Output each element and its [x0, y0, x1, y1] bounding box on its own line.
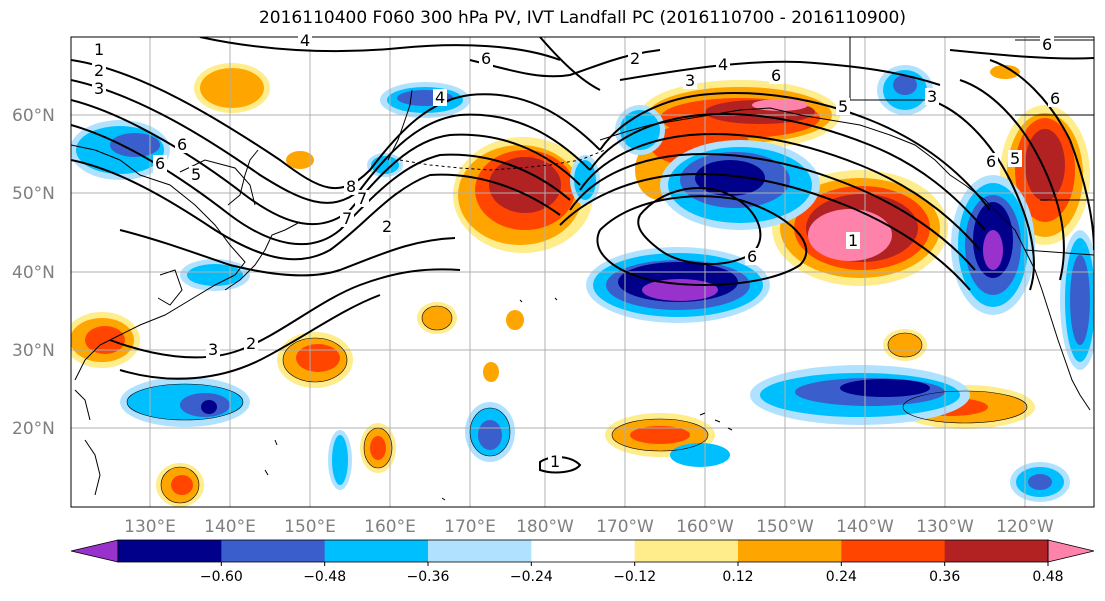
colorbar-tick-label: 0.12	[722, 569, 753, 585]
lat-label: 40°N	[12, 263, 55, 283]
contour-label: 5	[838, 97, 848, 116]
contour-label: 2	[246, 334, 256, 353]
lon-label: 150°E	[284, 517, 336, 537]
lat-label: 50°N	[12, 184, 55, 204]
colorbar-bin	[634, 540, 739, 562]
contour-label: 7	[357, 189, 367, 208]
contour-label: 4	[435, 88, 445, 107]
contour-label: 2	[630, 49, 640, 68]
figure-title: 2016110400 F060 300 hPa PV, IVT Landfall…	[258, 8, 906, 28]
lon-label: 120°W	[996, 517, 1054, 537]
colorbar-bin	[531, 540, 636, 562]
map-frame	[70, 36, 1095, 508]
contour-label: 8	[346, 177, 356, 196]
colorbar-tick-label: 0.24	[826, 569, 857, 585]
contour-label: 6	[771, 66, 781, 85]
lat-label: 30°N	[12, 341, 55, 361]
contour-label: 3	[94, 79, 104, 98]
lon-label: 150°W	[756, 517, 814, 537]
contour-label: 3	[208, 340, 218, 359]
contour-label: 2	[382, 217, 392, 236]
shading-outlines	[126, 305, 1028, 504]
longitude-labels: 130°E 140°E 150°E 160°E 170°E 180°W 170°…	[124, 517, 1054, 537]
contour-label: 1	[848, 231, 858, 250]
contour-label: 6	[1042, 35, 1052, 54]
colorbar-bin	[324, 540, 429, 562]
lon-label: 130°W	[916, 517, 974, 537]
colorbar-tick-label: −0.36	[407, 569, 450, 585]
lat-label: 20°N	[12, 419, 55, 439]
contour-label: 6	[155, 154, 165, 173]
lon-label: 170°W	[596, 517, 654, 537]
contour-label: 5	[191, 165, 201, 184]
colorbar-tick-label: 0.48	[1032, 569, 1063, 585]
contour-label: 2	[94, 61, 104, 80]
colorbar-bin	[428, 540, 532, 562]
colorbar-bin	[944, 540, 1049, 562]
colorbar-bin	[841, 540, 946, 562]
colorbar-extend-min	[70, 539, 119, 563]
lon-label: 140°E	[204, 517, 256, 537]
lon-label: 170°E	[444, 517, 496, 537]
colorbar-tick-label: 0.36	[929, 569, 960, 585]
contour-label: 1	[550, 452, 560, 471]
colorbar-tick-label: −0.60	[200, 569, 243, 585]
colorbar: −0.60 −0.48 −0.36 −0.24 −0.12 0.12 0.24 0.36 0.4…	[70, 539, 1095, 585]
contour-label: 6	[747, 247, 757, 266]
lon-label: 160°W	[676, 517, 734, 537]
lon-label: 130°E	[124, 517, 176, 537]
contour-label: 6	[986, 152, 996, 171]
contour-label: 3	[927, 87, 937, 106]
lon-label: 140°W	[836, 517, 894, 537]
colorbar-tick-label: −0.48	[303, 569, 346, 585]
contour-label: 6	[1050, 89, 1060, 108]
lon-label: 180°W	[516, 517, 574, 537]
lon-label: 160°E	[364, 517, 416, 537]
colorbar-tick-label: −0.12	[613, 569, 656, 585]
contour-label: 4	[718, 55, 728, 74]
contour-label: 5	[1010, 149, 1020, 168]
lat-label: 60°N	[12, 106, 55, 126]
colorbar-bin	[221, 540, 326, 562]
colorbar-extend-max	[1047, 539, 1095, 563]
contour-label: 6	[177, 135, 187, 154]
colorbar-bin	[738, 540, 842, 562]
colorbar-bin	[118, 540, 222, 562]
colorbar-frame	[117, 539, 1049, 563]
coastlines	[71, 37, 1094, 501]
latitude-labels: 60°N 50°N 40°N 30°N 20°N	[12, 106, 55, 439]
contour-label: 3	[685, 71, 695, 90]
contour-label: 1	[94, 40, 104, 59]
contour-labels: 1 2 3 4 6 6 4 6 5 4 5 6 7 8 7 2 6 3 2 3 …	[92, 31, 1062, 471]
contour-label: 4	[300, 31, 310, 50]
pv-contours	[71, 37, 1094, 474]
colorbar-tick-label: −0.24	[510, 569, 553, 585]
contour-label: 6	[481, 49, 491, 68]
contour-label: 7	[342, 209, 352, 228]
